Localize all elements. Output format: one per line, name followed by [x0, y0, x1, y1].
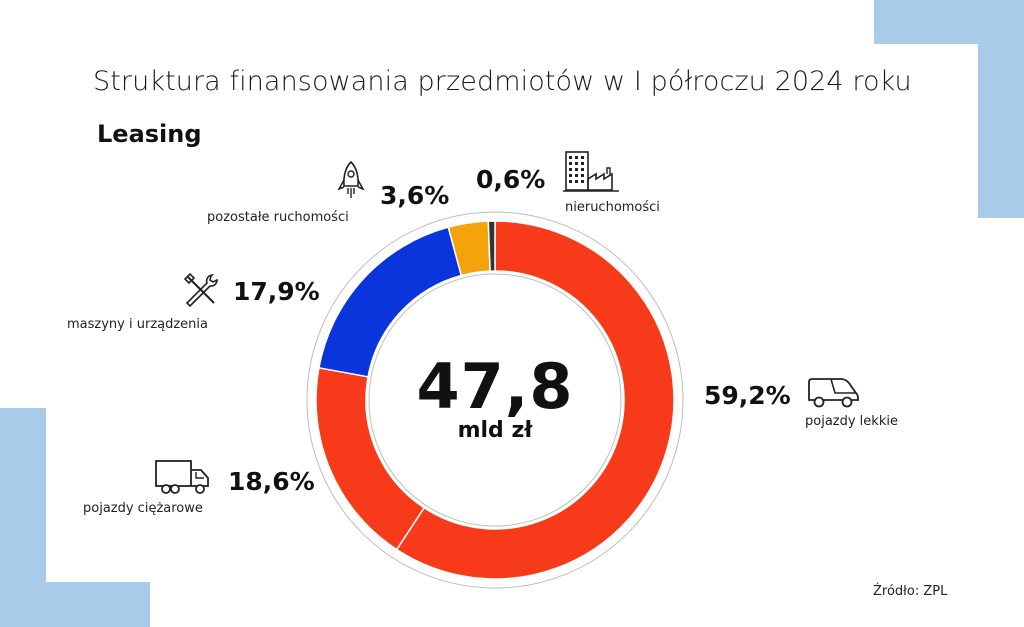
slice-label-pojazdy-ciezarowe-value: 18,6%	[228, 467, 315, 496]
donut-slice-pojazdy-lekkie	[395, 220, 675, 580]
slice-label-pojazdy-lekkie-value: 59,2%	[704, 381, 791, 410]
decor-cutout-bottom-left	[46, 408, 150, 582]
slice-label-pozostale-category: pozostałe ruchomości	[207, 210, 349, 225]
slice-label-pojazdy-lekkie-category: pojazdy lekkie	[805, 414, 898, 429]
tools-icon	[183, 272, 218, 308]
slice-label-pojazdy-ciezarowe-category: pojazdy ciężarowe	[83, 501, 203, 516]
truck-icon	[155, 460, 209, 494]
decor-cutout-top-right	[874, 44, 978, 218]
inner-guide-ring	[368, 273, 622, 527]
donut-slices	[315, 220, 675, 580]
source-note: Źródło: ZPL	[873, 584, 948, 599]
slice-label-maszyny-value: 17,9%	[233, 277, 320, 306]
slice-label-pozostale-value: 3,6%	[380, 181, 450, 210]
chart-subtitle: Leasing	[97, 120, 202, 148]
slice-label-nieruchomosci-value: 0,6%	[476, 165, 546, 194]
rocket-icon	[337, 160, 365, 198]
van-icon	[808, 378, 859, 408]
chart-title: Struktura finansowania przedmiotów w I p…	[93, 66, 912, 97]
factory-icon	[563, 151, 619, 192]
slice-label-maszyny-category: maszyny i urządzenia	[67, 317, 208, 332]
center-total-value: 47,8	[416, 350, 574, 423]
outer-guide-ring	[306, 211, 684, 589]
slice-label-nieruchomosci-category: nieruchomości	[565, 200, 660, 215]
donut-slice-nieruchomości	[487, 220, 496, 272]
center-total-unit: mld zł	[457, 418, 533, 443]
